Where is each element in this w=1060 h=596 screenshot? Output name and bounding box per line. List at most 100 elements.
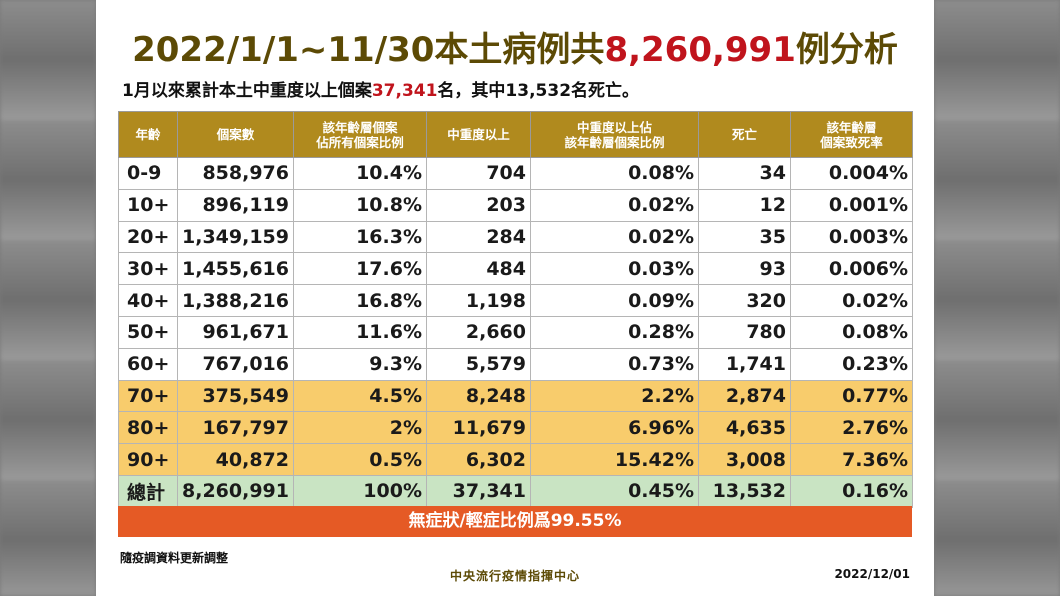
table-cell: 93 [698,252,791,286]
age-group-table: 年齡 個案數 該年齡層個案 佔所有個案比例 中重度以上 中重度以上佔 該年齡層個案比例 死亡該… [118,111,913,508]
table-row: 20+ 1,349,159 16.3% 284 0.02% 35 0.003% [118,220,913,254]
table-cell: 15.42% [530,443,699,476]
table-cell: 858,976 [177,157,294,190]
table-cell: 704 [426,157,531,190]
table-row: 90+ 40,872 0.5% 6,302 15.42% 3,008 7.36% [118,443,913,476]
table-cell: 961,671 [177,315,294,349]
table-cell: 203 [426,188,531,222]
age-group-cell: 70+ [118,379,178,413]
table-cell: 320 [698,284,791,317]
table-row: 70+ 375,549 4.5% 8,248 2.2% 2,874 0.77% [118,379,913,413]
table-cell: 8,248 [426,379,531,413]
table-cell: 2.2% [530,379,699,413]
age-group-cell: 60+ [118,347,178,381]
table-cell: 4.5% [293,379,427,413]
age-group-cell: 10+ [118,188,178,222]
table-cell: 780 [698,315,791,349]
table-cell: 0.02% [790,284,913,317]
table-cell: 1,455,616 [177,252,294,286]
column-header: 個案數 [177,111,294,158]
table-cell: 1,349,159 [177,220,294,254]
table-cell: 2.76% [790,411,913,445]
table-cell: 0.006% [790,252,913,286]
table-cell: 0.003% [790,220,913,254]
table-cell: 0.28% [530,315,699,349]
table-cell: 0.08% [790,315,913,349]
table-cell: 3,008 [698,443,791,476]
table-cell: 767,016 [177,347,294,381]
table-cell: 13,532 [698,474,791,508]
table-row: 60+ 767,016 9.3% 5,579 0.73% 1,741 0.23% [118,347,913,381]
table-cell: 896,119 [177,188,294,222]
table-cell: 1,388,216 [177,284,294,317]
slide: 2022/1/1~11/30本土病例共8,260,991例分析 1月以來累計本土… [96,0,934,596]
table-cell: 10.4% [293,157,427,190]
agency-name: 中央流行疫情指揮中心 [449,569,580,583]
table-cell: 6,302 [426,443,531,476]
title-suffix: 例分析 [795,30,898,70]
table-cell: 11.6% [293,315,427,349]
table-cell: 9.3% [293,347,427,381]
table-cell: 0.001% [790,188,913,222]
table-cell: 0.16% [790,474,913,508]
table-header-row: 年齡 個案數 該年齡層個案 佔所有個案比例 中重度以上 中重度以上佔 該年齡層個案比例 死亡該… [118,111,913,158]
table-cell: 284 [426,220,531,254]
age-group-cell: 90+ [118,443,178,476]
table-cell: 167,797 [177,411,294,445]
age-group-cell: 20+ [118,220,178,254]
subtitle-severe-count: 37,341 [371,81,438,101]
footnote: 隨疫調資料更新調整 [120,551,229,565]
table-row: 0-9 858,976 10.4% 704 0.08% 34 0.004% [118,157,913,190]
table-cell: 0.23% [790,347,913,381]
table-cell: 6.96% [530,411,699,445]
table-body: 0-9 858,976 10.4% 704 0.08% 34 0.004% 10+ 896,11… [118,157,913,508]
age-group-cell: 0-9 [118,157,178,190]
table-row: 80+ 167,797 2% 11,679 6.96% 4,635 2.76% [118,411,913,445]
age-group-cell: 40+ [118,284,178,317]
age-group-cell: 總計 [118,474,178,508]
table-cell: 11,679 [426,411,531,445]
table-row: 10+ 896,119 10.8% 203 0.02% 12 0.001% [118,188,913,222]
table-cell: 34 [698,157,791,190]
table-cell: 5,579 [426,347,531,381]
subtitle-prefix: 1月以來累計本土中重度以上個案 [122,81,372,101]
column-header: 中重度以上佔 該年齡層個案比例 [530,111,699,158]
subtitle-suffix: 名，其中13,532名死亡。 [437,81,640,101]
age-group-cell: 30+ [118,252,178,286]
column-header: 中重度以上 [426,111,531,158]
age-group-cell: 80+ [118,411,178,445]
table-cell: 16.3% [293,220,427,254]
table-cell: 12 [698,188,791,222]
column-header: 死亡 [698,111,791,158]
age-group-cell: 50+ [118,315,178,349]
table-cell: 1,741 [698,347,791,381]
table-cell: 2,874 [698,379,791,413]
table-row: 50+ 961,671 11.6% 2,660 0.28% 780 0.08% [118,315,913,349]
title-total-cases: 8,260,991 [604,30,796,70]
table-cell: 0.09% [530,284,699,317]
background-left [0,0,96,596]
table-cell: 8,260,991 [177,474,294,508]
asymptomatic-banner: 無症狀/輕症比例爲99.55% [118,506,912,537]
table-cell: 7.36% [790,443,913,476]
table-cell: 40,872 [177,443,294,476]
column-header: 該年齡層個案 佔所有個案比例 [293,111,427,158]
table-cell: 2,660 [426,315,531,349]
subtitle: 1月以來累計本土中重度以上個案37,341名，其中13,532名死亡。 [122,76,639,101]
table-cell: 35 [698,220,791,254]
table-cell: 375,549 [177,379,294,413]
table-cell: 17.6% [293,252,427,286]
total-row: 總計 8,260,991 100% 37,341 0.45% 13,532 0.16% [118,474,913,508]
table-cell: 0.77% [790,379,913,413]
column-header: 年齡 [118,111,178,158]
table-cell: 0.08% [530,157,699,190]
table-cell: 0.02% [530,220,699,254]
table-cell: 37,341 [426,474,531,508]
table-cell: 2% [293,411,427,445]
column-header: 該年齡層 個案致死率 [790,111,913,158]
table-cell: 0.004% [790,157,913,190]
background-right [934,0,1060,596]
table-cell: 4,635 [698,411,791,445]
table-cell: 0.45% [530,474,699,508]
table-cell: 16.8% [293,284,427,317]
